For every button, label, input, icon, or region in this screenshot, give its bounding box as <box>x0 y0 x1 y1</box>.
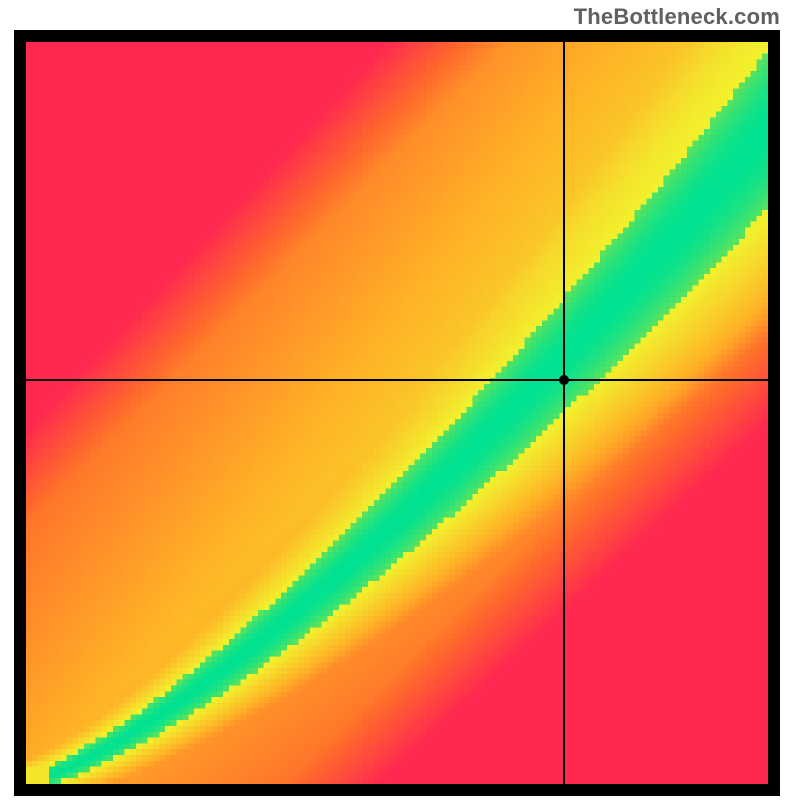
crosshair-vertical <box>563 42 565 784</box>
watermark-text: TheBottleneck.com <box>574 4 780 30</box>
crosshair-marker <box>559 375 569 385</box>
bottleneck-heatmap <box>26 42 768 784</box>
crosshair-horizontal <box>26 379 768 381</box>
